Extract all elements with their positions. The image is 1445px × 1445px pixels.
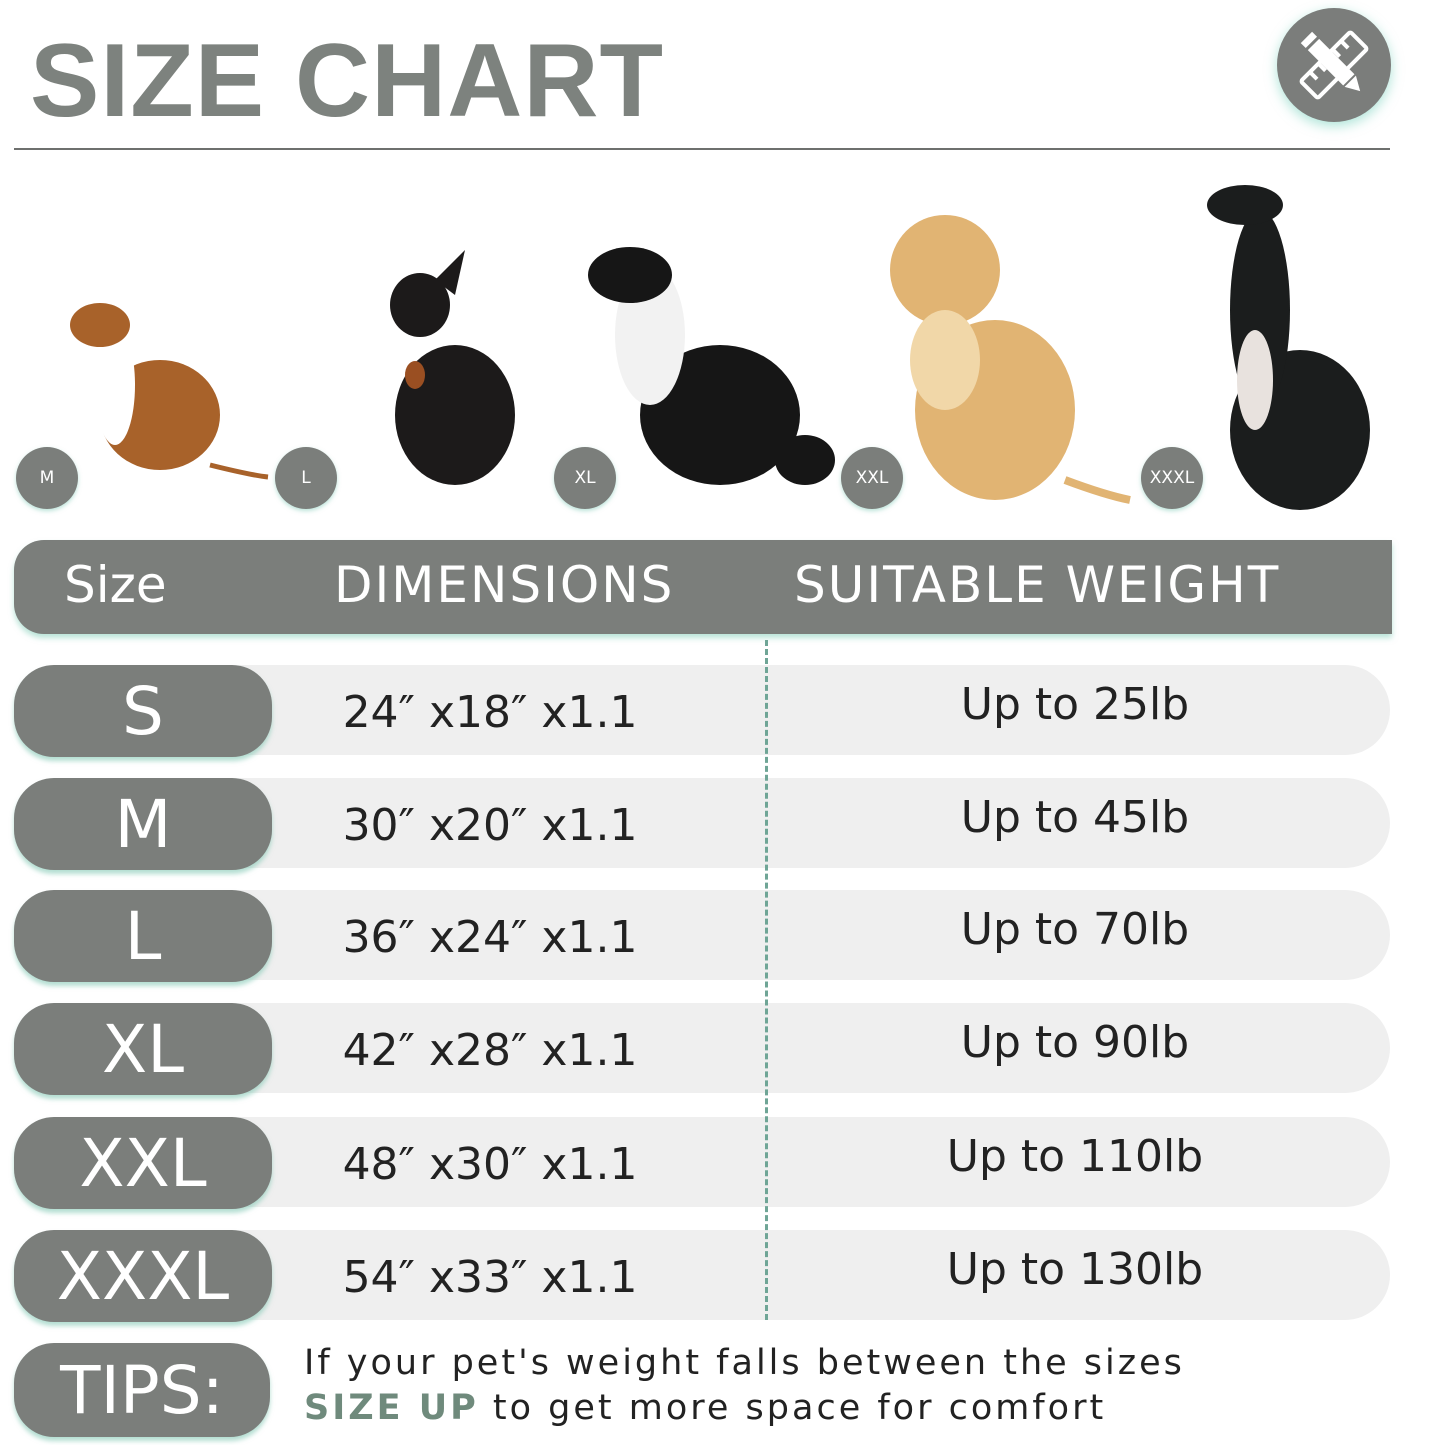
table-header: Size DIMENSIONS SUITABLE WEIGHT xyxy=(14,540,1392,634)
dimensions-cell: 42″ x28″ x1.1 xyxy=(342,1025,638,1076)
dog-image-double-extra-large xyxy=(890,215,1131,504)
row-background xyxy=(240,1230,1390,1320)
row-background xyxy=(240,890,1390,980)
dimensions-cell: 36″ x24″ x1.1 xyxy=(342,912,638,963)
tip-line-2-text: to get more space for comfort xyxy=(478,1388,1107,1428)
row-background xyxy=(240,1003,1390,1093)
dog-image-large xyxy=(390,250,515,485)
column-divider xyxy=(765,640,768,1320)
title-divider xyxy=(14,148,1390,150)
tip-highlight: SIZE UP xyxy=(304,1388,479,1428)
header-size: Size xyxy=(64,556,167,614)
tip-line-2: SIZE UP to get more space for comfort xyxy=(304,1388,1106,1428)
ruler-pencil-icon xyxy=(1277,8,1391,122)
header-weight: SUITABLE WEIGHT xyxy=(794,556,1281,614)
size-pill: XXL xyxy=(14,1117,272,1209)
dimensions-cell: 24″ x18″ x1.1 xyxy=(342,687,638,738)
dog-image-triple-extra-large xyxy=(1207,185,1370,510)
size-badge-l: L xyxy=(275,447,337,509)
tip-line-1: If your pet's weight falls between the s… xyxy=(304,1343,1185,1383)
size-badge-xxxl: XXXL xyxy=(1141,447,1203,509)
row-background xyxy=(240,1117,1390,1207)
size-pill: M xyxy=(14,778,272,870)
tips-label: TIPS: xyxy=(14,1343,270,1437)
dimensions-cell: 54″ x33″ x1.1 xyxy=(342,1252,638,1303)
dog-image-extra-large xyxy=(588,247,835,485)
page-title: SIZE CHART xyxy=(30,23,664,139)
weight-cell: Up to 130lb xyxy=(946,1244,1204,1295)
size-badge-xl: XL xyxy=(554,447,616,509)
size-badge-m: M xyxy=(16,447,78,509)
size-pill: L xyxy=(14,890,272,982)
row-background xyxy=(240,665,1390,755)
dimensions-cell: 48″ x30″ x1.1 xyxy=(342,1139,638,1190)
weight-cell: Up to 45lb xyxy=(960,792,1190,843)
dimensions-cell: 30″ x20″ x1.1 xyxy=(342,800,638,851)
weight-cell: Up to 70lb xyxy=(960,904,1190,955)
dog-image-medium xyxy=(70,303,269,480)
size-pill: S xyxy=(14,665,272,757)
size-pill: XL xyxy=(14,1003,272,1095)
header-dimensions: DIMENSIONS xyxy=(334,556,675,614)
weight-cell: Up to 110lb xyxy=(946,1131,1204,1182)
size-badge-xxl: XXL xyxy=(841,447,903,509)
weight-cell: Up to 25lb xyxy=(960,679,1190,730)
size-pill: XXXL xyxy=(14,1230,272,1322)
row-background xyxy=(240,778,1390,868)
weight-cell: Up to 90lb xyxy=(960,1017,1190,1068)
